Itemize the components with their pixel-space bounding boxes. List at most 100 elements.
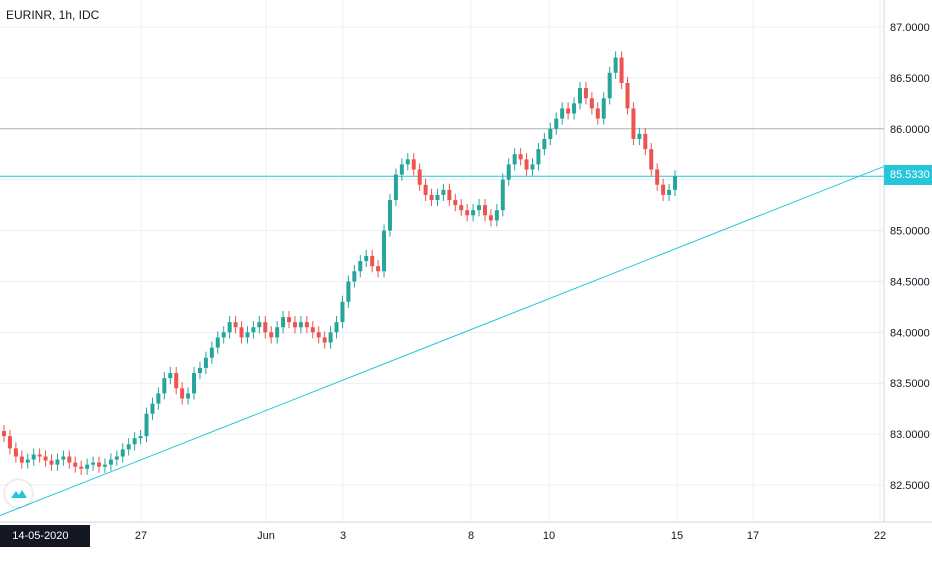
candle-body: [120, 449, 125, 457]
candle-body: [399, 164, 404, 175]
candle-body: [346, 281, 351, 302]
candle-body: [405, 159, 410, 165]
candle-body: [209, 347, 214, 358]
x-tick-label: 27: [135, 530, 147, 542]
candle-body: [601, 98, 606, 119]
candle-body: [376, 266, 381, 272]
candle-body: [453, 200, 458, 206]
candle-body: [613, 57, 618, 73]
candle-body: [156, 393, 161, 404]
candle-body: [560, 108, 565, 119]
candle-body: [203, 357, 208, 368]
x-tick-label: 8: [468, 530, 474, 542]
candle-body: [631, 108, 636, 139]
crosshair-date: 14-05-2020: [12, 530, 69, 542]
candle-body: [340, 301, 345, 323]
candle-body: [73, 462, 78, 467]
trend-line[interactable]: [0, 165, 885, 516]
candle-body: [530, 164, 535, 170]
x-tick-label: 17: [747, 530, 759, 542]
candle-body: [304, 322, 309, 328]
candle-body: [577, 88, 582, 104]
candle-body: [251, 327, 256, 333]
candle-body: [197, 367, 202, 374]
candle-body: [215, 337, 220, 348]
candle-body: [411, 159, 416, 170]
x-tick-label: 3: [340, 530, 346, 542]
candle-body: [245, 332, 250, 338]
y-tick-label: 85.0000: [890, 226, 930, 238]
candle-body: [423, 184, 428, 195]
candle-body: [281, 317, 286, 328]
candle-body: [269, 332, 274, 338]
candle-body: [144, 413, 149, 437]
candle-body: [192, 373, 197, 394]
candle-body: [667, 189, 672, 195]
candle-body: [572, 103, 577, 114]
candle-body: [465, 210, 470, 216]
candle-body: [85, 464, 90, 469]
x-tick-label: Jun: [257, 530, 275, 542]
candle-body: [649, 149, 654, 170]
candle-body: [619, 57, 624, 83]
candle-body: [548, 128, 553, 139]
candle-body: [494, 210, 499, 221]
tradingview-logo[interactable]: [5, 480, 32, 507]
candle-body: [91, 462, 96, 465]
candle-body: [227, 322, 232, 333]
candle-body: [358, 261, 363, 272]
candle-body: [37, 454, 42, 457]
symbol-title: EURINR, 1h, IDC: [6, 8, 100, 22]
candle-body: [263, 322, 268, 333]
candle-body: [322, 337, 327, 343]
candle-body: [168, 373, 173, 379]
candle-body: [49, 460, 54, 465]
candle-body: [583, 88, 588, 99]
candle-body: [435, 194, 440, 201]
candle-body: [162, 378, 167, 394]
candle-body: [31, 454, 36, 460]
candle-body: [607, 72, 612, 99]
candle-body: [108, 459, 113, 465]
candle-body: [364, 256, 369, 262]
candle-body: [221, 332, 226, 338]
candle-body: [352, 271, 357, 282]
mountain-icon: [11, 490, 27, 498]
candle-body: [566, 108, 571, 114]
y-tick-label: 83.0000: [890, 429, 930, 441]
candle-body: [67, 456, 72, 463]
candle-body: [287, 317, 292, 323]
y-tick-label: 86.0000: [890, 124, 930, 136]
candle-body: [518, 154, 523, 160]
candle-body: [482, 205, 487, 216]
candle-body: [275, 327, 280, 338]
candle-body: [488, 215, 493, 221]
candle-body: [328, 332, 333, 343]
y-tick-label: 82.5000: [890, 480, 930, 492]
candle-body: [536, 149, 541, 165]
last-price-label: 85.5330: [884, 165, 932, 185]
candle-body: [292, 322, 297, 328]
price-axis-background: [884, 0, 932, 522]
candle-body: [114, 456, 119, 460]
candle-body: [673, 176, 677, 190]
y-tick-label: 84.5000: [890, 276, 930, 288]
candle-body: [186, 393, 191, 399]
candle-body: [417, 169, 422, 185]
candle-body: [298, 322, 303, 328]
candle-body: [625, 82, 630, 109]
candle-body: [524, 159, 529, 170]
candle-body: [500, 179, 505, 211]
candle-body: [174, 373, 179, 389]
price-chart[interactable]: 87.000086.500086.000085.500085.000084.50…: [0, 0, 932, 550]
candle-body: [102, 464, 107, 467]
candle-body: [316, 332, 321, 338]
candle-body: [7, 436, 12, 449]
x-tick-label: 22: [874, 530, 886, 542]
candle-body: [471, 210, 476, 216]
crosshair-date-label: 14-05-2020 03:30: [0, 525, 90, 564]
candle-body: [637, 133, 642, 139]
candle-body: [382, 230, 387, 272]
candle-body: [19, 456, 24, 463]
candle-body: [239, 327, 244, 338]
